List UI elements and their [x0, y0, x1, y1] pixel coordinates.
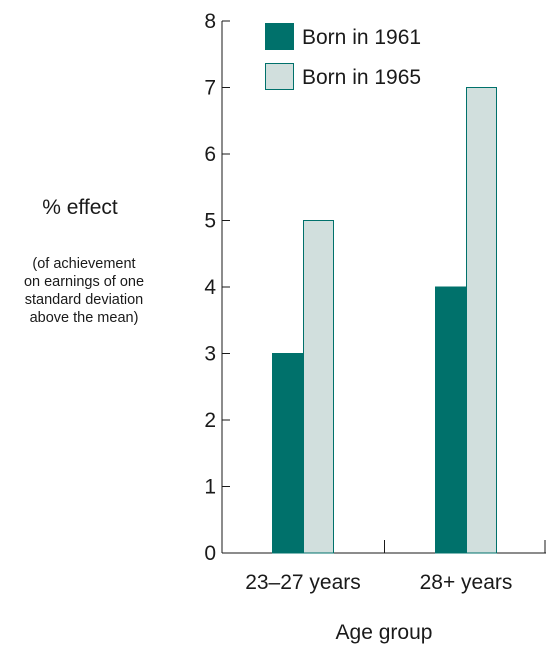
bar-born-1961: [272, 353, 303, 554]
x-tick-label: 23–27 years: [245, 571, 361, 594]
legend-swatch: [265, 63, 294, 90]
y-tick-label: 4: [204, 276, 216, 299]
y-tick-label: 7: [204, 77, 216, 100]
legend-swatch: [265, 23, 294, 50]
x-tick-label: 28+ years: [420, 571, 513, 594]
y-axis-title: % effect: [42, 196, 118, 219]
y-tick-label: 2: [204, 409, 216, 432]
y-axis-note-line: above the mean): [29, 310, 139, 326]
y-axis-note: (of achievement on earnings of one stand…: [0, 255, 168, 327]
y-tick-label: 5: [204, 210, 216, 233]
bar-born-1961: [435, 286, 466, 554]
legend-label: Born in 1961: [302, 26, 421, 49]
bar-born-1965: [303, 220, 334, 554]
y-axis-note-line: on earnings of one: [23, 274, 145, 290]
y-tick-label: 8: [204, 10, 216, 33]
y-tick-label: 0: [204, 542, 216, 565]
y-tick-label: 6: [204, 143, 216, 166]
y-tick-label: 1: [204, 476, 216, 499]
y-axis-note-line: (of achievement: [32, 256, 136, 272]
y-axis-note-line: standard deviation: [24, 292, 144, 308]
bar-born-1965: [466, 87, 497, 554]
y-tick-label: 3: [204, 343, 216, 366]
x-axis-title: Age group: [336, 621, 433, 644]
legend-label: Born in 1965: [302, 66, 421, 89]
